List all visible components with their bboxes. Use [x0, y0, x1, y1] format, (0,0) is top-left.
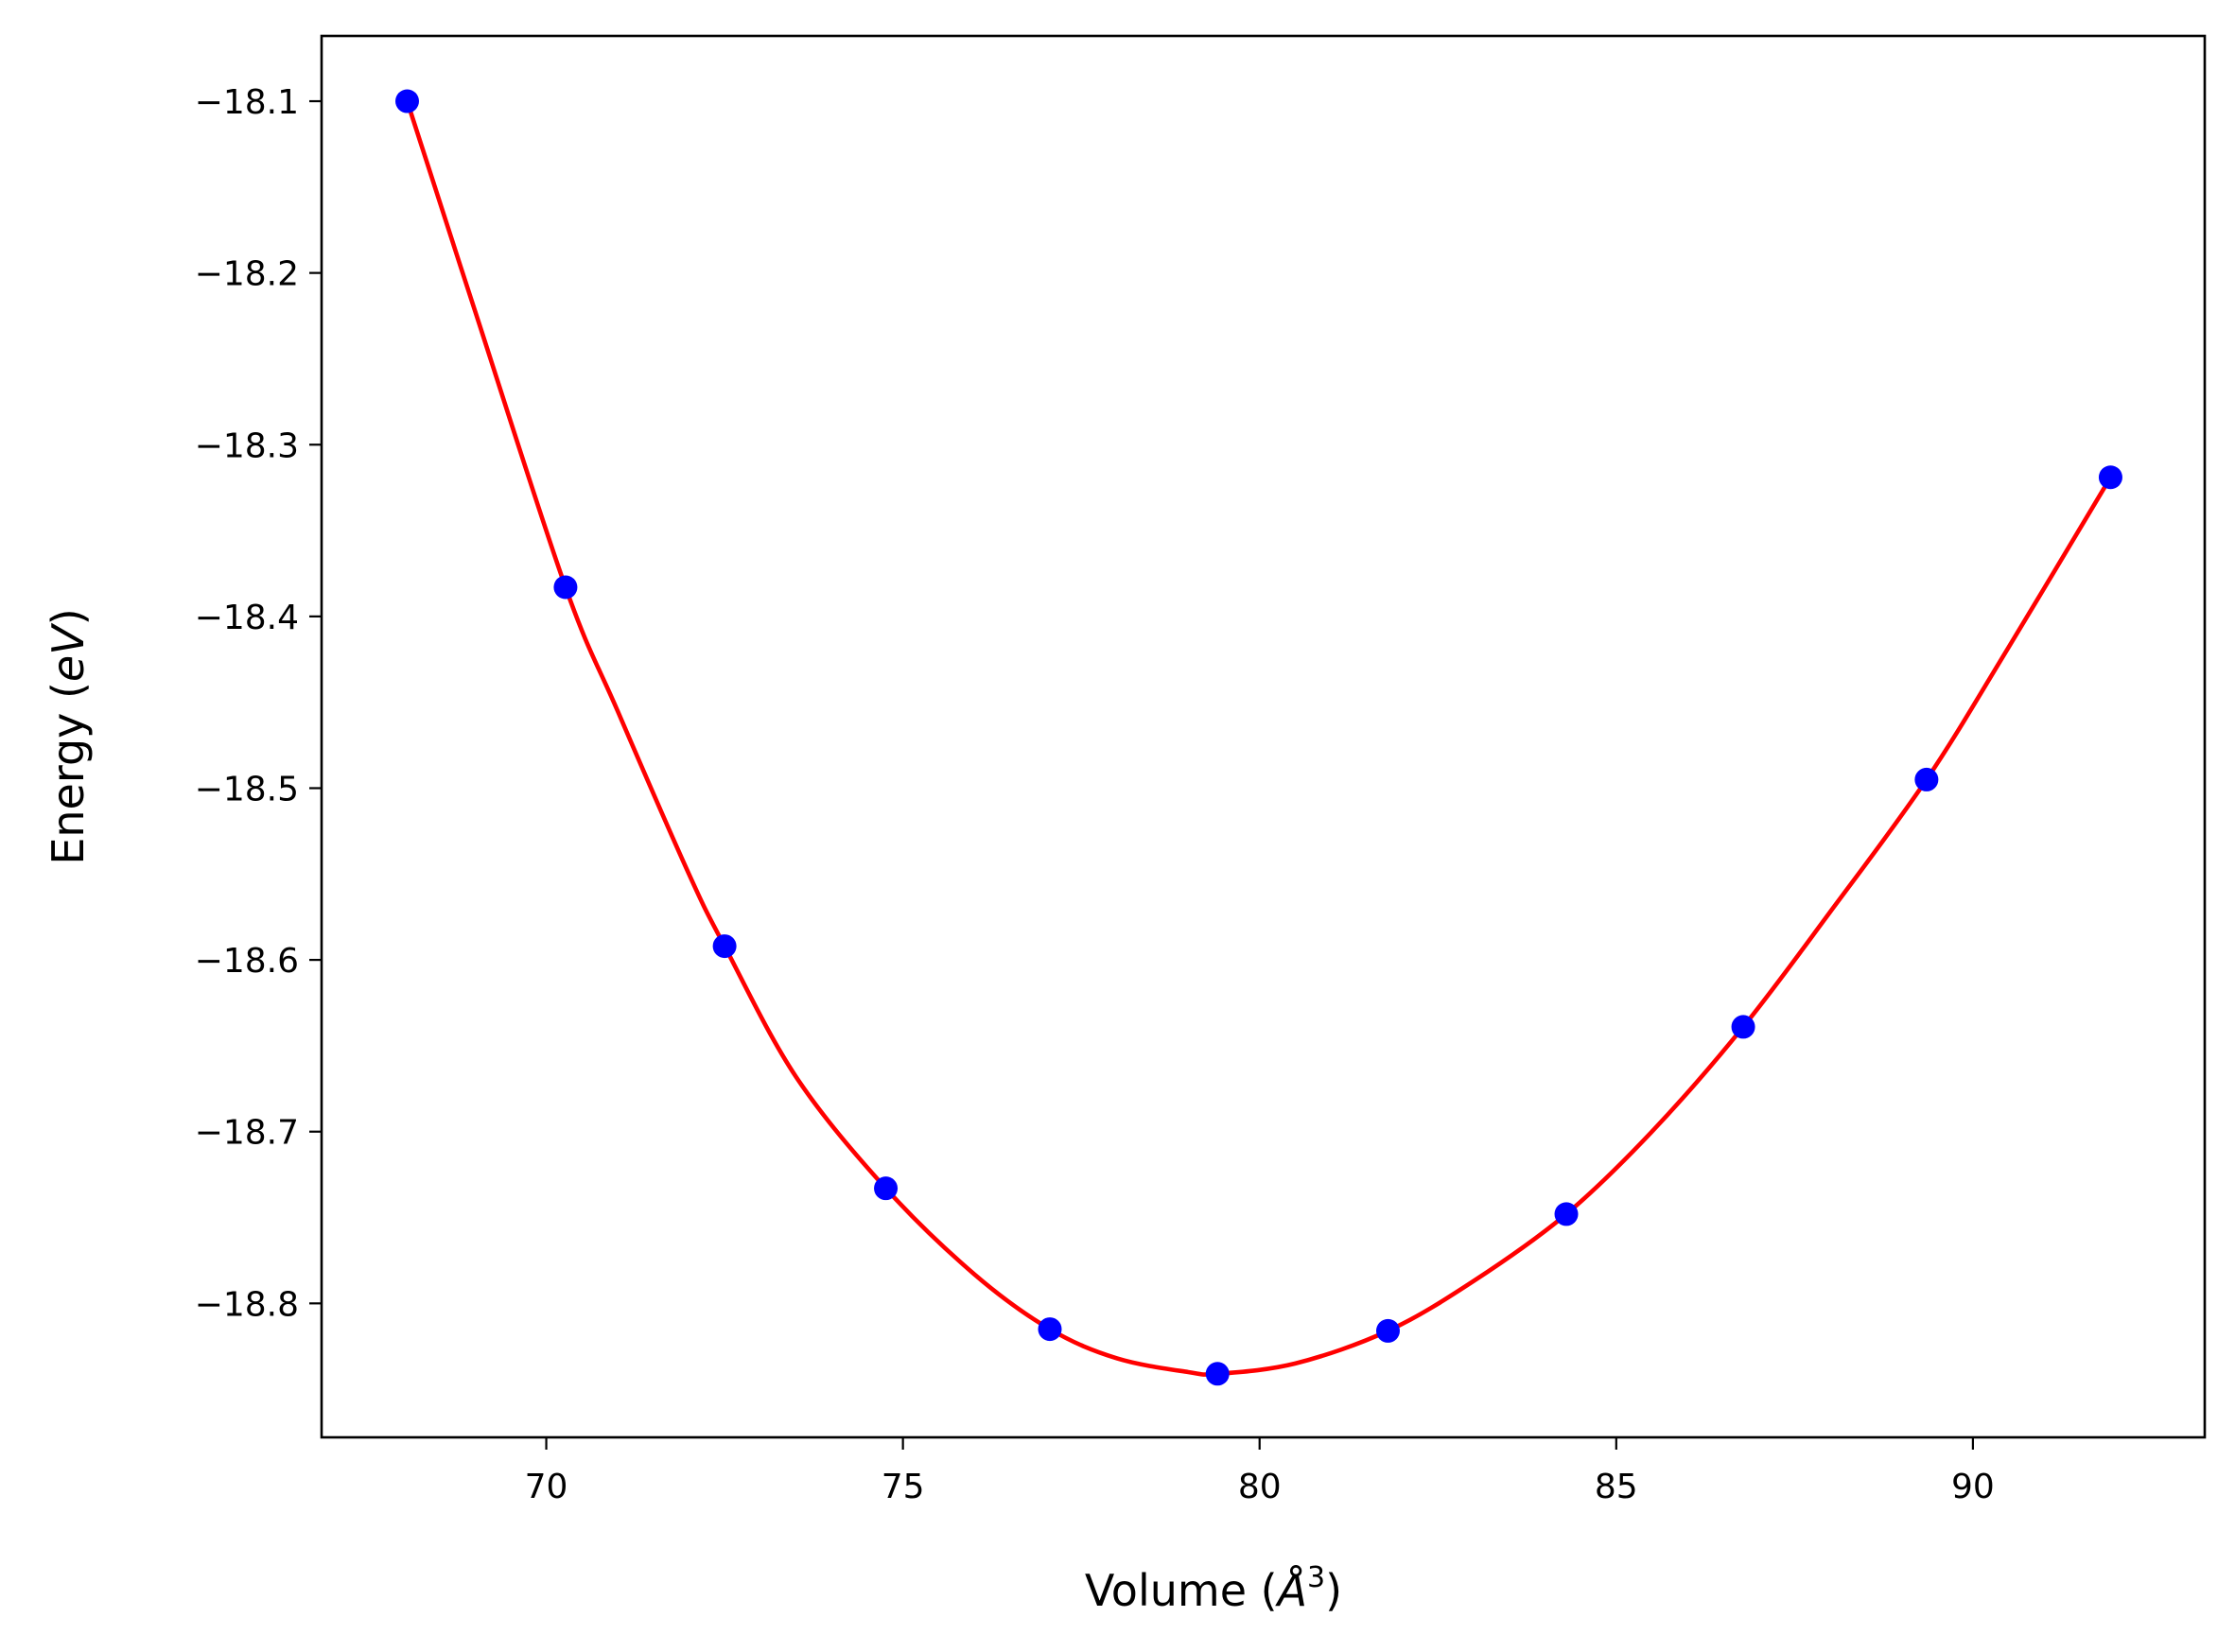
- y-tick-label: −18.3: [195, 426, 299, 465]
- y-tick-label: −18.4: [195, 599, 299, 637]
- y-tick-label: −18.6: [195, 942, 299, 981]
- y-axis-label: Energy (eV): [43, 608, 94, 864]
- data-point: [1205, 1362, 1230, 1386]
- data-point: [553, 575, 578, 600]
- data-point: [1554, 1202, 1579, 1226]
- data-point: [1375, 1318, 1400, 1343]
- x-tick-label: 80: [1238, 1468, 1282, 1506]
- x-tick-label: 85: [1595, 1468, 1638, 1506]
- y-axis: −18.1 −18.2 −18.3 −18.4 −18.5 −18.6 −18.7 −18.8: [195, 83, 322, 1324]
- data-point: [1038, 1317, 1062, 1342]
- y-tick-label: −18.5: [195, 770, 299, 809]
- data-point: [2098, 465, 2122, 490]
- data-point: [874, 1176, 899, 1201]
- x-tick-label: 75: [882, 1468, 925, 1506]
- plot-marks: [395, 89, 2122, 1386]
- x-tick-label: 90: [1951, 1468, 1995, 1506]
- y-tick-label: −18.1: [195, 83, 299, 122]
- data-point: [1914, 767, 1939, 791]
- data-point: [712, 934, 737, 959]
- x-tick-label: 70: [525, 1468, 568, 1506]
- y-tick-label: −18.7: [195, 1114, 299, 1153]
- y-tick-label: −18.8: [195, 1285, 299, 1324]
- fit-curve-line: [405, 100, 2113, 1377]
- plot-frame: [320, 34, 2207, 1439]
- x-axis-label: Volume (Å3): [1085, 1561, 1342, 1616]
- x-axis: 70 75 80 85 90: [525, 1437, 1995, 1506]
- data-point: [1731, 1015, 1755, 1039]
- data-point: [395, 89, 419, 113]
- y-tick-label: −18.2: [195, 255, 299, 294]
